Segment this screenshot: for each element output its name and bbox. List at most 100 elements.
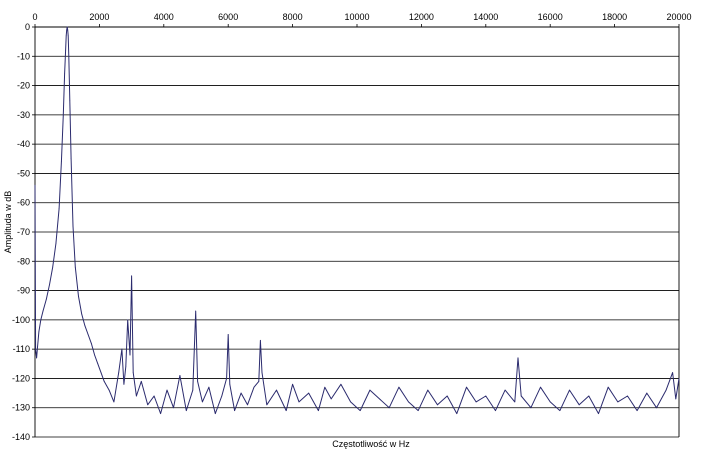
data-point <box>84 325 86 327</box>
y-tick-label: -120 <box>12 373 30 383</box>
data-point <box>253 386 255 388</box>
data-point <box>38 331 40 332</box>
x-axis-title: Częstotliwość w Hz <box>332 439 410 449</box>
data-point <box>285 410 287 412</box>
data-point <box>100 372 102 373</box>
data-point <box>68 55 70 57</box>
data-point <box>78 296 79 297</box>
data-point <box>127 319 129 321</box>
data-point <box>266 404 268 406</box>
data-point <box>475 401 477 403</box>
y-tick-label: -20 <box>17 81 30 91</box>
data-point <box>495 410 496 412</box>
y-tick-label: -100 <box>12 315 30 325</box>
data-point <box>192 389 194 391</box>
data-point <box>446 395 448 397</box>
data-point <box>456 413 458 414</box>
x-tick-label: 6000 <box>218 12 238 22</box>
data-point <box>65 50 66 51</box>
data-point <box>549 401 551 403</box>
data-point <box>226 378 227 379</box>
data-point <box>240 392 242 394</box>
data-point <box>408 401 409 403</box>
y-tick-label: -140 <box>12 432 30 442</box>
data-point <box>140 380 142 382</box>
data-point <box>61 161 62 163</box>
data-point <box>87 334 89 335</box>
data-point <box>398 386 400 388</box>
x-tick-label: 20000 <box>666 12 691 22</box>
data-point <box>646 392 648 394</box>
y-tick-label: -60 <box>17 198 30 208</box>
data-point <box>118 372 120 373</box>
x-tick-label: 10000 <box>344 12 369 22</box>
data-point <box>466 386 467 388</box>
y-axis-title: Amplituda w dB <box>3 191 13 254</box>
data-point <box>514 401 516 403</box>
data-point <box>45 298 47 300</box>
data-point <box>636 410 638 412</box>
data-point <box>66 26 68 28</box>
data-point <box>350 401 351 403</box>
data-point <box>359 410 361 412</box>
y-tick-label: -90 <box>17 286 30 296</box>
data-point <box>504 389 506 391</box>
data-point <box>81 313 83 315</box>
data-point <box>131 275 133 277</box>
data-point <box>588 395 590 397</box>
data-point <box>42 310 44 312</box>
data-point <box>569 389 570 391</box>
data-point <box>292 383 293 385</box>
data-point <box>598 413 599 414</box>
data-point <box>132 372 134 373</box>
data-point <box>672 372 673 373</box>
data-point <box>66 29 68 31</box>
data-point <box>276 389 277 391</box>
y-tick-label: -70 <box>17 227 30 237</box>
data-point <box>49 284 50 286</box>
data-point <box>34 184 36 186</box>
data-point <box>125 366 127 368</box>
x-tick-label: 2000 <box>89 12 109 22</box>
data-point <box>52 266 54 268</box>
x-tick-label: 16000 <box>538 12 563 22</box>
data-point <box>227 334 229 335</box>
data-point <box>197 380 199 382</box>
data-point <box>540 386 541 388</box>
data-point <box>627 395 628 397</box>
data-point <box>37 345 38 347</box>
data-point <box>40 319 42 321</box>
x-tick-label: 18000 <box>602 12 627 22</box>
data-point <box>185 410 187 412</box>
x-tick-label: 14000 <box>473 12 498 22</box>
data-point <box>234 410 236 412</box>
data-point <box>578 404 580 406</box>
data-point <box>94 354 95 356</box>
data-point <box>129 354 131 356</box>
data-point <box>64 73 66 75</box>
data-point <box>69 99 71 101</box>
data-point <box>330 398 332 400</box>
data-point <box>62 114 64 116</box>
data-point <box>58 208 60 209</box>
data-point <box>123 383 125 385</box>
data-point <box>427 389 429 391</box>
x-tick-label: 4000 <box>154 12 174 22</box>
data-point <box>90 342 92 344</box>
data-point <box>67 35 69 37</box>
data-point <box>665 389 667 391</box>
data-point <box>530 407 532 409</box>
data-point <box>324 386 326 388</box>
data-point <box>195 310 197 312</box>
data-point <box>617 401 619 403</box>
y-tick-label: -80 <box>17 256 30 266</box>
data-point <box>136 395 137 397</box>
data-point <box>214 413 216 414</box>
data-point <box>559 410 561 412</box>
data-point <box>517 357 519 359</box>
data-point <box>607 386 609 388</box>
data-point <box>675 398 677 400</box>
data-point <box>656 407 657 409</box>
y-tick-label: -30 <box>17 110 30 120</box>
